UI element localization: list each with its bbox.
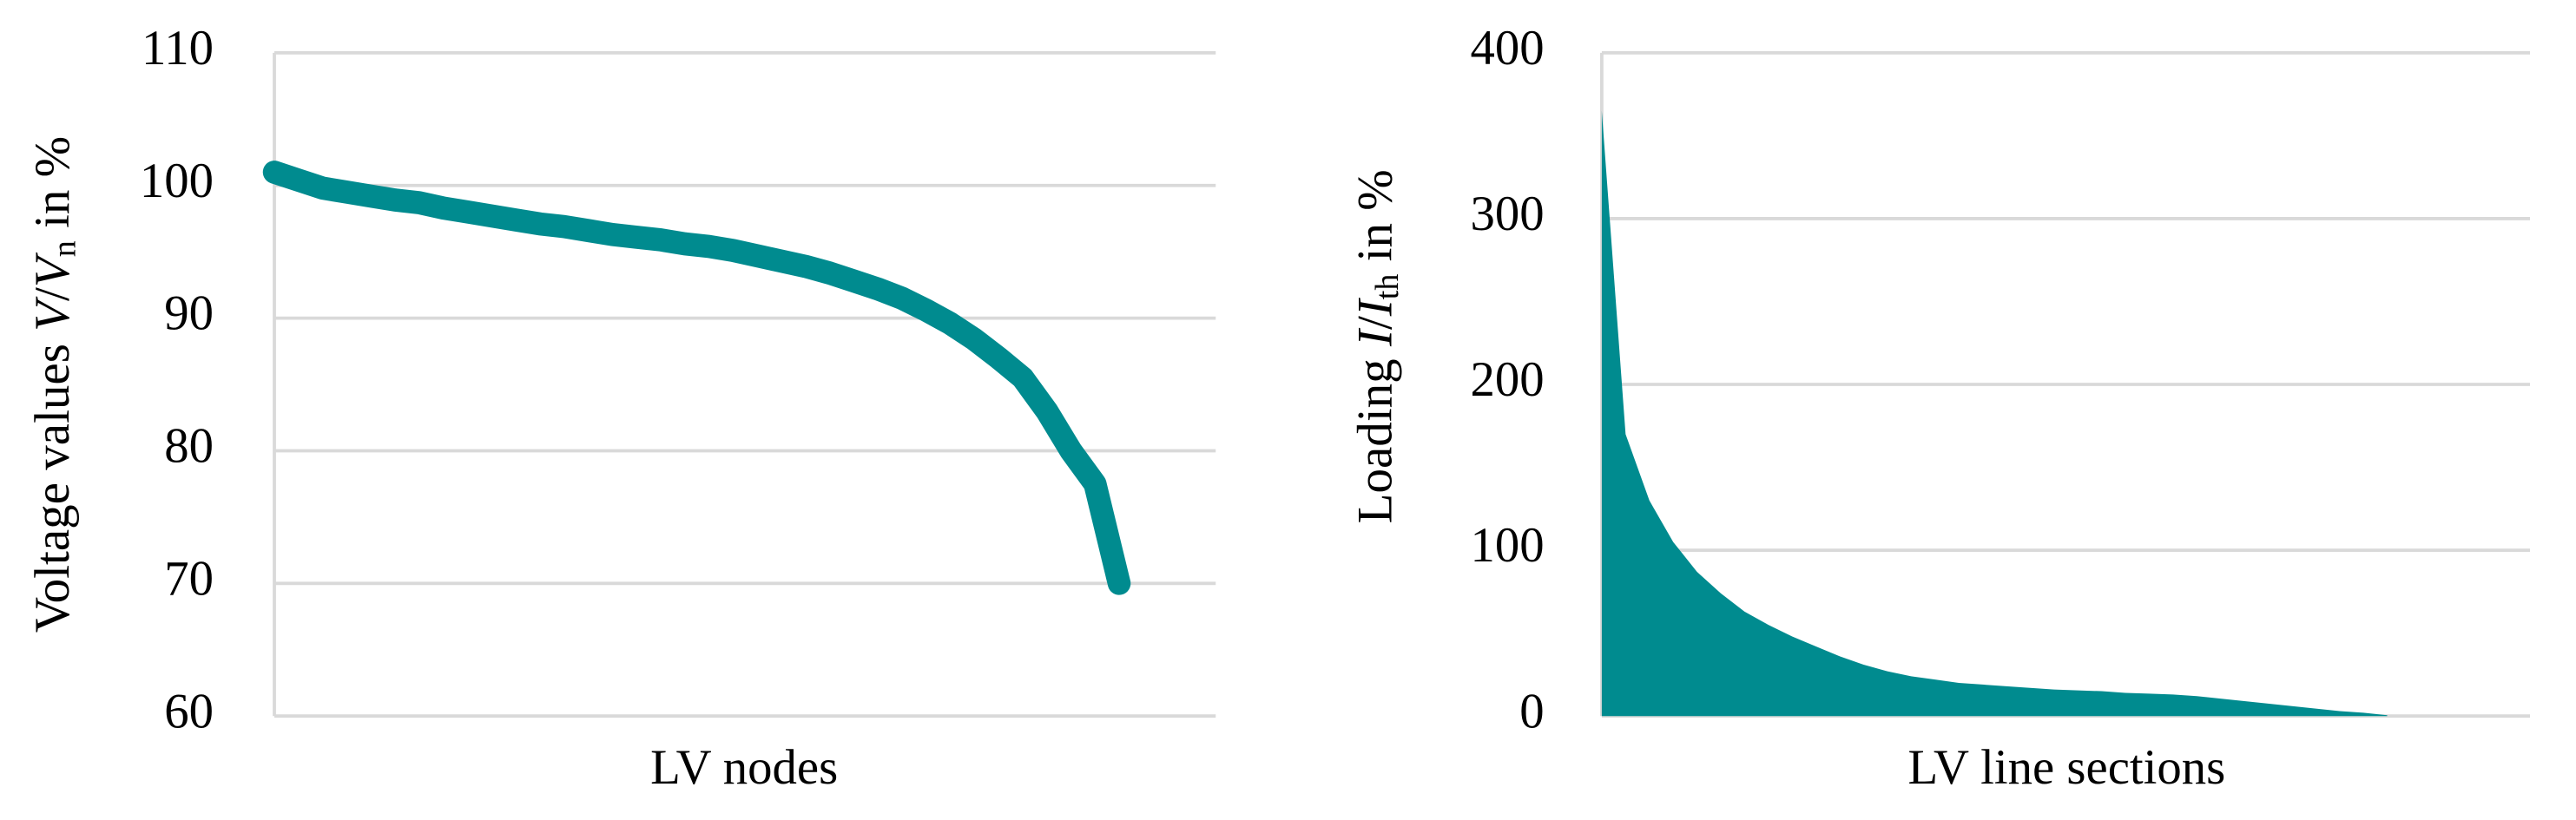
y-tick-label: 300 bbox=[1471, 187, 1545, 241]
label-part: I bbox=[1348, 327, 1403, 347]
x-axis-label: LV line sections bbox=[1908, 740, 2226, 795]
y-axis-label: Voltage values V/Vn in % bbox=[25, 136, 82, 633]
label-part: / bbox=[1348, 316, 1403, 330]
y-axis-label: Loading I/Ith in % bbox=[1348, 169, 1406, 523]
y-tick-label: 100 bbox=[1471, 518, 1545, 573]
label-part: in % bbox=[1348, 169, 1403, 273]
data-area bbox=[1601, 110, 2388, 717]
label-part: I bbox=[1348, 297, 1403, 317]
y-tick-label: 0 bbox=[1519, 684, 1544, 738]
label-part: / bbox=[25, 287, 80, 301]
y-tick-label: 100 bbox=[140, 154, 214, 208]
y-tick-label: 70 bbox=[164, 551, 214, 606]
label-part: n bbox=[46, 240, 82, 257]
y-tick-label: 400 bbox=[1471, 21, 1545, 75]
y-tick-label: 60 bbox=[164, 684, 214, 738]
y-tick-label: 110 bbox=[142, 21, 214, 75]
label-part: V bbox=[25, 252, 80, 287]
label-part: th bbox=[1369, 274, 1406, 300]
data-line bbox=[262, 161, 1131, 595]
x-axis-label: LV nodes bbox=[650, 740, 838, 795]
y-tick-label: 90 bbox=[164, 286, 214, 341]
y-tick-label: 200 bbox=[1471, 352, 1545, 407]
label-part: V bbox=[25, 296, 80, 331]
label-part: Voltage values bbox=[25, 331, 80, 633]
label-part: in % bbox=[25, 136, 80, 240]
y-tick-label: 80 bbox=[164, 418, 214, 473]
label-part: Loading bbox=[1348, 346, 1403, 523]
